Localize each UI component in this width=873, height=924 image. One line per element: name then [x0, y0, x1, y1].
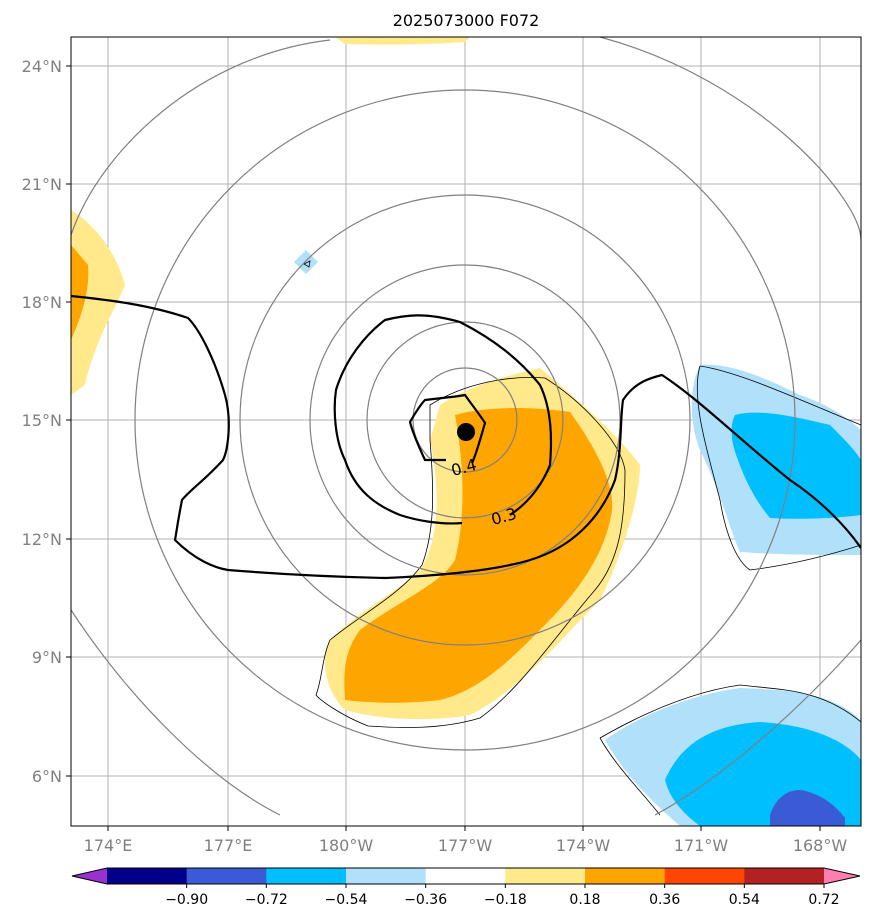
- thin-outline-negative-south: [599, 684, 861, 816]
- gray-circular-contours: [134, 89, 796, 751]
- positive-anomaly-top-yellow: [335, 37, 470, 45]
- colorbar-tick-label: 0.36: [649, 892, 680, 908]
- colorbar-segment: [664, 868, 745, 884]
- lat-label: 6°N: [32, 767, 62, 786]
- positive-anomaly-west-orange: [71, 245, 89, 340]
- negative-anomaly-south-darkest: [770, 790, 845, 826]
- positive-anomaly-west-yellow: [71, 210, 125, 395]
- longitude-labels: 174°E 177°E 180°W 177°W 174°W 171°W 168°…: [84, 836, 848, 855]
- lon-label: 174°W: [556, 836, 611, 855]
- colorbar-tick-label: 0.72: [808, 892, 839, 908]
- lon-label: 168°W: [793, 836, 848, 855]
- thick-contour-inner-loop: [333, 314, 553, 525]
- colorbar-tick-label: 0.54: [729, 892, 760, 908]
- lon-label: 177°E: [204, 836, 253, 855]
- colorbar-segment: [425, 868, 506, 884]
- colorbar-segment: [505, 868, 586, 884]
- colorbar-segment: [585, 868, 666, 884]
- colorbar-tick-label: −0.54: [325, 892, 368, 908]
- colorbar-extend-min: [72, 868, 107, 884]
- colorbar-segment: [346, 868, 427, 884]
- colorbar-tick-label: −0.90: [165, 892, 208, 908]
- colorbar-segment: [266, 868, 347, 884]
- thin-outline-positive: [315, 377, 626, 728]
- colorbar-segment: [107, 868, 188, 884]
- colorbar-tick-label: 0.18: [569, 892, 600, 908]
- map-title: 2025073000 F072: [393, 11, 540, 30]
- lat-label: 21°N: [22, 175, 62, 194]
- storm-center-dot: [457, 423, 475, 441]
- colorbar-tick-label: −0.72: [245, 892, 288, 908]
- map-frame: [70, 36, 862, 827]
- negative-anomaly-small-patch: [294, 250, 318, 274]
- colorbar-tick-label: −0.18: [484, 892, 527, 908]
- lat-label: 18°N: [22, 293, 62, 312]
- colorbar-segment: [186, 868, 267, 884]
- negative-anomaly-east-deep: [731, 412, 861, 519]
- thick-contour-0p4: [408, 393, 487, 464]
- lon-label: 180°W: [319, 836, 374, 855]
- thick-contour-0p3: [71, 294, 861, 580]
- lon-label: 171°W: [674, 836, 729, 855]
- colorbar-tick-label: −0.36: [404, 892, 447, 908]
- lat-label: 9°N: [32, 648, 62, 667]
- colorbar-extend-max: [824, 868, 860, 884]
- gray-outer-contour: [71, 37, 861, 816]
- colorbar-segment: [744, 868, 825, 884]
- thin-outline-negative-east: [696, 365, 861, 571]
- latitude-labels: 24°N 21°N 18°N 15°N 12°N 9°N 6°N: [22, 57, 62, 786]
- lon-label: 174°E: [84, 836, 133, 855]
- lat-label: 12°N: [22, 530, 62, 549]
- lat-label: 15°N: [22, 411, 62, 430]
- map-area: 0.4 0.3: [71, 37, 861, 826]
- lat-label: 24°N: [22, 57, 62, 76]
- lon-label: 177°W: [438, 836, 493, 855]
- colorbar: −0.90 −0.72 −0.54 −0.36 −0.18 0.18 0.36 0.54 0.7…: [71, 867, 861, 908]
- positive-anomaly-orange-core: [344, 408, 613, 703]
- axis-ticks: [66, 65, 821, 831]
